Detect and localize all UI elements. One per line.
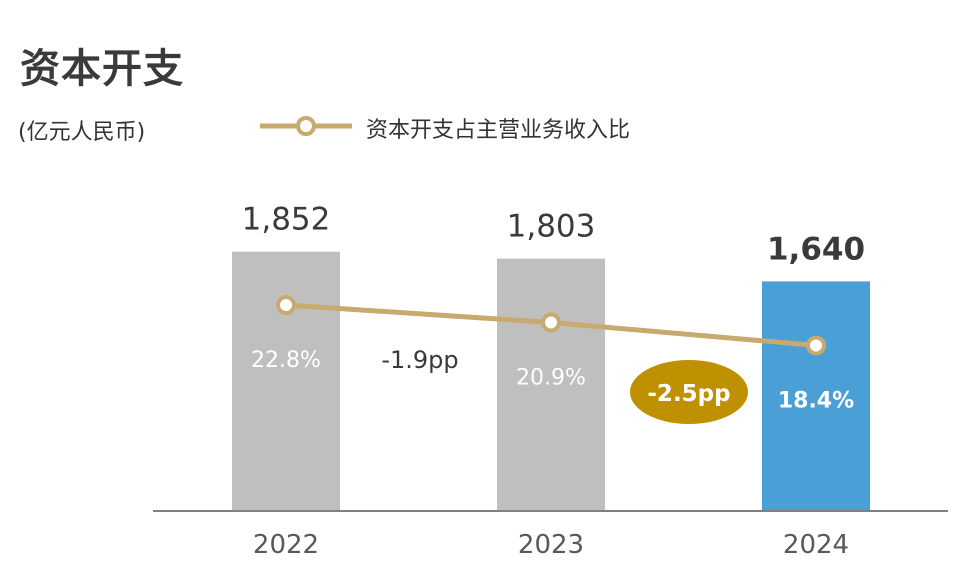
- ratio-point-2022: [276, 295, 296, 315]
- legend-label: 资本开支占主营业务收入比: [366, 118, 631, 143]
- ratio-label-2022: 22.8%: [251, 348, 321, 373]
- ratio-point-2023: [541, 312, 561, 333]
- ratio-label-2023: 20.9%: [516, 365, 586, 390]
- bar-value-label-2023: 1,803: [507, 209, 596, 245]
- bar-2023: [497, 258, 605, 511]
- unit-label: (亿元人民币): [18, 120, 146, 145]
- chart-title: 资本开支: [20, 46, 184, 92]
- x-tick-label-2023: 2023: [518, 530, 584, 560]
- ratio-point-2024: [806, 335, 826, 356]
- legend-circle-icon: [296, 116, 316, 136]
- x-tick-label-2022: 2022: [253, 530, 319, 560]
- ratio-label-2024: 18.4%: [778, 388, 854, 413]
- bar-2024: [762, 281, 870, 511]
- legend-line-marker: [260, 116, 352, 136]
- change-badge-2024: [630, 360, 748, 424]
- change-badge-label-2024: -2.5pp: [647, 381, 730, 407]
- bar-value-label-2022: 1,852: [242, 202, 331, 238]
- bar-2022: [232, 251, 340, 511]
- x-tick-label-2024: 2024: [783, 530, 849, 560]
- change-annotation-2023: -1.9pp: [381, 346, 458, 374]
- bar-value-label-2024: 1,640: [767, 231, 865, 267]
